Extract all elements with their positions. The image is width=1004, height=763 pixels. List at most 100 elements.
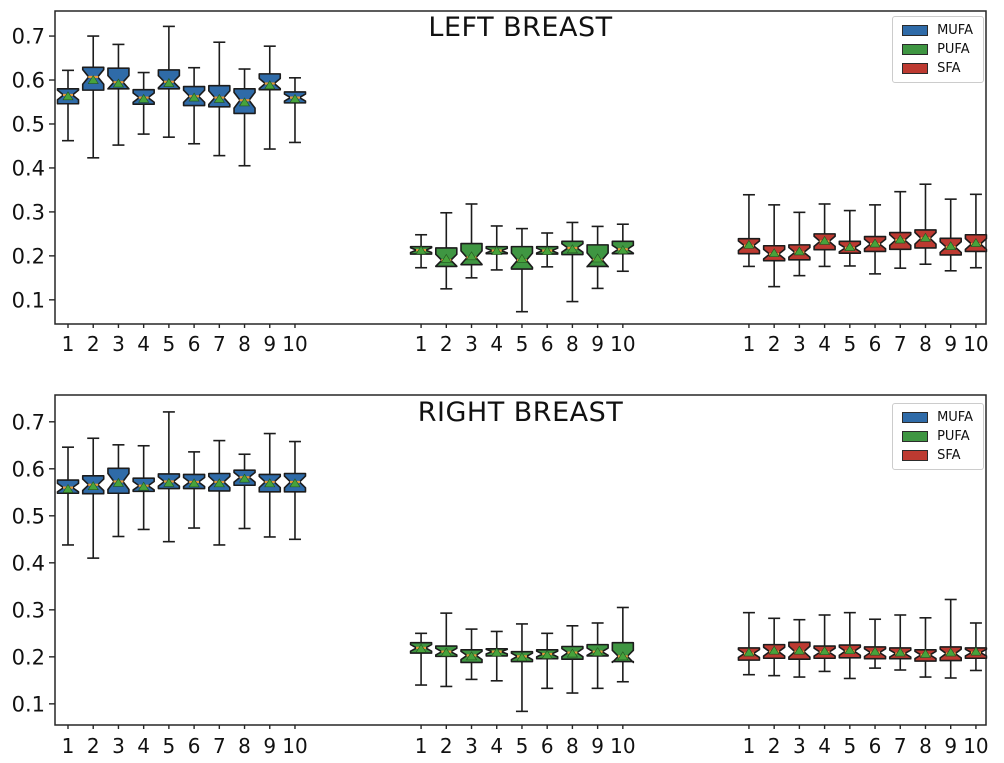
box-pufa-4 — [485, 630, 509, 682]
x-tick-label: 2 — [87, 332, 100, 356]
x-tick-label: 9 — [591, 332, 604, 356]
box-mufa-4 — [132, 444, 155, 531]
x-tick-label: 3 — [112, 332, 125, 356]
box-mufa-4 — [132, 71, 155, 135]
mean-marker-icon — [112, 78, 124, 88]
box-mufa-10 — [283, 77, 307, 144]
x-tick-label: 3 — [793, 734, 806, 758]
x-tick-label: 6 — [541, 734, 554, 758]
mean-marker-icon — [188, 92, 200, 102]
mean-marker-icon — [440, 647, 452, 657]
box-pufa-8 — [561, 221, 584, 303]
x-tick-label: 1 — [62, 734, 75, 758]
mean-marker-icon — [541, 649, 553, 659]
x-tick-label: 8 — [919, 734, 932, 758]
mean-marker-icon — [289, 478, 301, 488]
mean-marker-icon — [592, 253, 604, 263]
box-mufa-8 — [233, 453, 256, 530]
legend-item-mufa: MUFA — [902, 23, 973, 38]
legend-label: MUFA — [937, 23, 973, 38]
y-tick-label: 0.2 — [12, 244, 45, 268]
mean-marker-icon — [415, 245, 427, 255]
x-tick-label: 6 — [188, 332, 201, 356]
mean-marker-icon — [743, 647, 755, 657]
mean-marker-icon — [869, 646, 881, 656]
box-sfa-10 — [964, 193, 988, 269]
mean-marker-icon — [844, 645, 856, 655]
y-tick-label: 0.4 — [12, 551, 45, 575]
y-tick-label: 0.7 — [12, 410, 45, 434]
y-tick-label: 0.7 — [12, 25, 45, 49]
x-tick-label: 7 — [894, 734, 907, 758]
mean-marker-icon — [62, 483, 74, 493]
mean-marker-icon — [869, 238, 881, 248]
x-tick-label: 5 — [163, 734, 176, 758]
mean-marker-icon — [617, 651, 629, 661]
mean-marker-icon — [138, 481, 150, 491]
box-sfa-10 — [964, 622, 988, 672]
y-tick-label: 0.3 — [12, 598, 45, 622]
x-tick-label: 3 — [465, 332, 478, 356]
mean-marker-icon — [793, 246, 805, 256]
group-mufa: 1 2 3 4 5 6 7 8 9 10 — [56, 25, 308, 356]
group-pufa: 1 2 3 4 5 6 8 9 10 — [409, 606, 636, 758]
x-tick-label: 9 — [263, 332, 276, 356]
box-sfa-1 — [737, 193, 761, 268]
mean-marker-icon — [465, 651, 478, 661]
x-tick-label: 2 — [440, 332, 453, 356]
group-pufa: 1 2 3 4 5 6 8 9 10 — [409, 203, 636, 356]
x-tick-label: 10 — [963, 734, 988, 758]
mean-marker-icon — [945, 647, 957, 657]
x-tick-label: 1 — [743, 332, 756, 356]
x-tick-label: 2 — [768, 734, 781, 758]
x-tick-label: 4 — [818, 332, 831, 356]
x-tick-label: 8 — [566, 332, 579, 356]
box-mufa-9 — [258, 45, 282, 150]
mean-marker-icon — [163, 477, 175, 487]
mean-marker-icon — [213, 93, 225, 103]
box-sfa-4 — [813, 614, 836, 673]
box-pufa-1 — [409, 233, 433, 269]
legend-label: PUFA — [937, 42, 970, 57]
mean-marker-icon — [970, 646, 982, 656]
x-tick-label: 10 — [963, 332, 988, 356]
box-mufa-6 — [182, 451, 206, 529]
x-tick-label: 6 — [869, 332, 882, 356]
legend-swatch-sfa-icon — [902, 63, 929, 74]
x-tick-label: 5 — [516, 734, 529, 758]
group-sfa: 1 2 3 4 5 6 7 8 9 10 — [737, 183, 989, 356]
x-tick-label: 4 — [137, 332, 150, 356]
legend-label: SFA — [937, 448, 961, 463]
x-tick-label: 3 — [465, 734, 478, 758]
y-tick-label: 0.2 — [12, 645, 45, 669]
x-tick-label: 1 — [415, 332, 428, 356]
mean-marker-icon — [415, 643, 427, 653]
legend-label: MUFA — [937, 410, 973, 425]
box-pufa-5 — [510, 227, 534, 313]
mean-marker-icon — [213, 478, 225, 488]
mean-marker-icon — [743, 239, 755, 249]
legend-swatch-pufa-icon — [902, 44, 929, 55]
x-tick-label: 5 — [843, 734, 856, 758]
legend-item-mufa: MUFA — [902, 410, 973, 425]
box-sfa-1 — [737, 611, 761, 676]
box-mufa-7 — [208, 439, 231, 546]
box-sfa-3 — [788, 211, 811, 277]
x-tick-label: 4 — [490, 734, 503, 758]
legend-swatch-mufa-icon — [902, 412, 929, 423]
mean-marker-icon — [566, 648, 578, 658]
box-sfa-8 — [914, 183, 937, 266]
x-tick-label: 9 — [263, 734, 276, 758]
x-tick-label: 1 — [415, 734, 428, 758]
box-sfa-7 — [888, 614, 912, 671]
box-pufa-4 — [485, 225, 509, 271]
mean-marker-icon — [188, 478, 200, 488]
y-tick-label: 0.3 — [12, 200, 45, 224]
legend-label: SFA — [937, 61, 961, 76]
mean-marker-icon — [894, 234, 906, 244]
box-sfa-5 — [838, 611, 862, 680]
mean-marker-icon — [970, 238, 982, 247]
box-mufa-1 — [56, 69, 80, 142]
left-breast-title: LEFT BREAST — [428, 12, 613, 43]
